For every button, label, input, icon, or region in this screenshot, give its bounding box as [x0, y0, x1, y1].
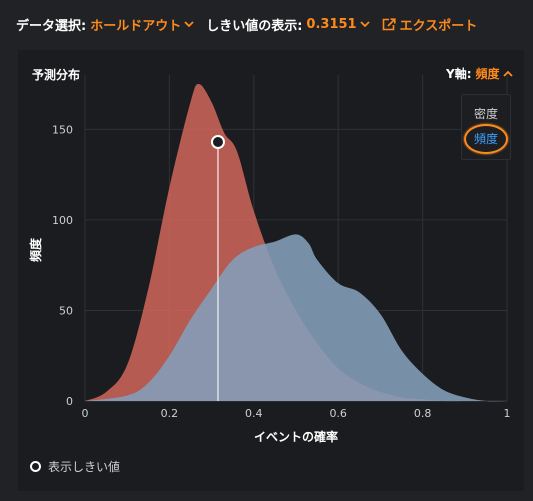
x-tick-label-4: 0.8	[414, 407, 432, 420]
threshold-marker	[210, 135, 225, 150]
export-label: エクスポート	[399, 18, 478, 34]
highlight-ring	[464, 124, 508, 154]
y-tick-label-2: 100	[52, 214, 73, 227]
x-tick-label-1: 0.2	[161, 407, 179, 420]
threshold-marker-icon	[30, 461, 41, 472]
series-negative-area	[85, 84, 465, 402]
legend-threshold-label: 表示しきい値	[48, 460, 121, 474]
toolbar: データ選択: ホールドアウト しきい値の表示: 0.3151 エクスポート	[16, 13, 477, 35]
x-tick-label-0: 0	[82, 407, 89, 420]
x-axis-label: イベントの確率	[254, 429, 338, 444]
yaxis-dropdown-menu: 密度 頻度	[461, 94, 511, 160]
yaxis-label: Y軸:	[446, 67, 472, 81]
threshold-dropdown[interactable]: 0.3151	[306, 16, 357, 32]
export-icon	[382, 17, 396, 30]
yaxis-value[interactable]: 頻度	[475, 67, 500, 81]
y-axis-ticks: 0 50 100 150	[52, 123, 73, 408]
y-tick-label-1: 50	[59, 304, 73, 317]
chart-areas	[85, 84, 507, 402]
threshold-group	[210, 135, 225, 401]
y-axis-label: 頻度	[28, 237, 43, 262]
x-tick-label-5: 1	[504, 407, 511, 420]
x-axis-ticks: 0 0.2 0.4 0.6 0.8 1	[82, 407, 511, 420]
x-tick-label-3: 0.6	[329, 407, 347, 420]
chevron-down-icon[interactable]	[359, 20, 370, 28]
y-tick-label-0: 0	[66, 395, 73, 408]
panel-title: 予測分布	[32, 68, 81, 82]
threshold-label: しきい値の表示:	[206, 18, 303, 34]
series-positive-tint	[85, 234, 507, 402]
y-tick-label-3: 150	[52, 123, 73, 136]
data-selection-label: データ選択:	[16, 18, 87, 34]
x-tick-label-2: 0.4	[245, 407, 263, 420]
chevron-up-icon[interactable]	[502, 70, 513, 78]
legend: 表示しきい値	[30, 458, 120, 475]
yaxis-toggle[interactable]: Y軸: 頻度	[446, 65, 513, 82]
chevron-down-icon[interactable]	[184, 20, 194, 28]
dropdown-option-density[interactable]: 密度	[473, 107, 498, 121]
data-selection-dropdown[interactable]: ホールドアウト	[90, 18, 182, 34]
export-button[interactable]: エクスポート	[382, 15, 478, 34]
